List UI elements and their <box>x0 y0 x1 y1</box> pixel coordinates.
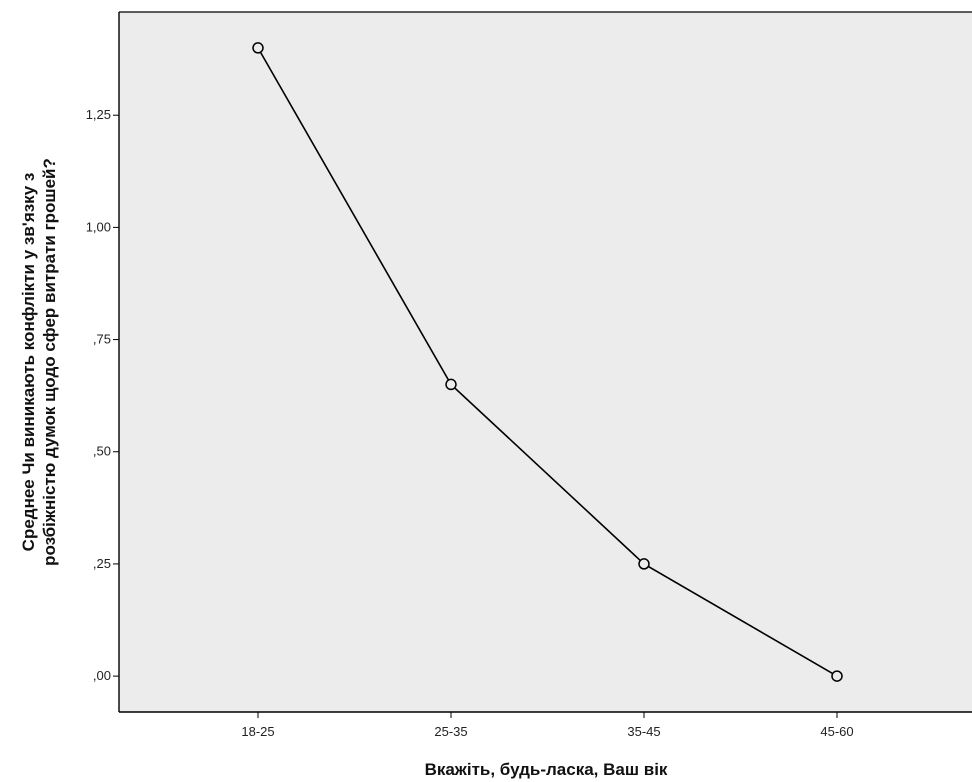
y-tick-label: ,25 <box>93 556 111 571</box>
x-tick-label: 25-35 <box>434 724 467 739</box>
series-line <box>257 47 838 677</box>
x-tick-label: 35-45 <box>627 724 660 739</box>
data-point-marker <box>445 378 457 391</box>
data-point-marker <box>831 670 843 682</box>
x-ticks: 18-25 25-35 35-45 45-60 <box>241 712 854 739</box>
x-tick-label: 45-60 <box>820 724 853 739</box>
y-axis-title-line-2: розбіжністю думок щодо сфер витрати грош… <box>40 158 59 566</box>
y-tick-label: ,50 <box>93 444 111 459</box>
x-tick-label: 18-25 <box>241 724 274 739</box>
data-point-marker <box>252 42 264 54</box>
y-axis-title-line-1: Среднее Чи виникають конфлікти у зв'язку… <box>19 173 38 552</box>
x-axis-title: Вкажіть, будь-ласка, Ваш вік <box>425 760 668 779</box>
plot-area <box>119 12 972 712</box>
axes <box>118 11 972 713</box>
y-tick-label: ,75 <box>93 332 111 347</box>
y-tick-label: ,00 <box>93 668 111 683</box>
y-ticks: ,00 ,25 ,50 ,75 1,00 1,25 <box>86 107 119 683</box>
data-point-marker <box>638 558 650 570</box>
y-tick-label: 1,25 <box>86 107 111 122</box>
markers-group <box>252 42 843 682</box>
series-group <box>257 47 838 677</box>
y-axis-title: Среднее Чи виникають конфлікти у зв'язку… <box>19 158 59 566</box>
y-tick-label: 1,00 <box>86 219 111 234</box>
